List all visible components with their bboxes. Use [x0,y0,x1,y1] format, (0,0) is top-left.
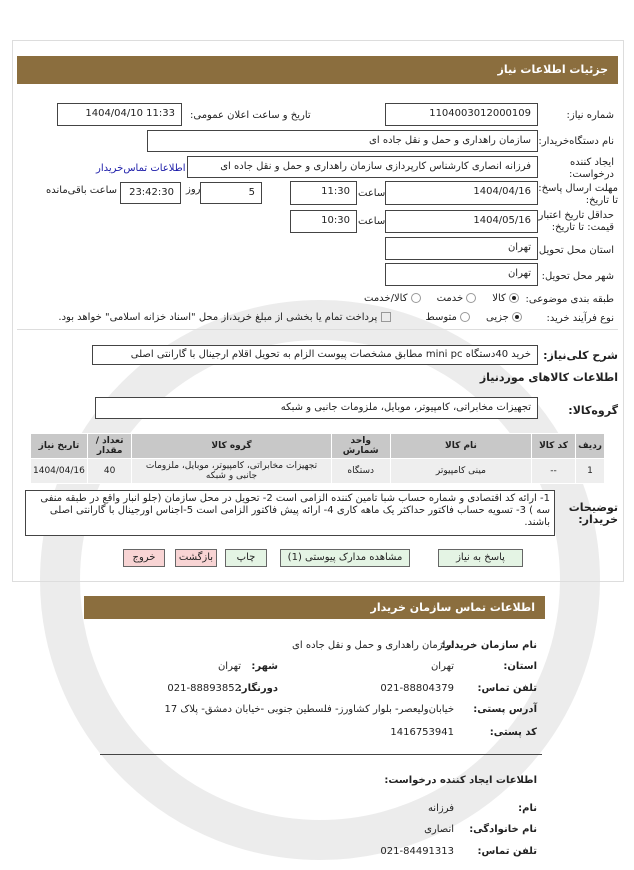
table-header-row: ردیف کد کالا نام کالا واحد شمارش گروه کا… [30,433,605,459]
address-label: آدرس پستی: [473,704,537,715]
category-radios: کالا خدمت کالا/خدمت [219,293,519,305]
category-both-label: کالا/خدمت [364,293,408,304]
city-label-2: شهر: [251,661,278,672]
days-label: روز [186,184,201,195]
payment-note: پرداخت تمام یا بخشی از مبلغ خرید،از محل … [58,312,378,323]
cell-group: تجهیزات مخابراتی، کامپیوتر، موبایل، ملزو… [131,458,332,484]
city-value-2: تهران [217,661,241,672]
cell-qty: 40 [86,458,133,484]
name-label: نام: [518,803,537,814]
announce-label: تاریخ و ساعت اعلان عمومی: [190,110,311,121]
phone-value: 021-88804379 [380,683,454,694]
contact-divider [100,754,542,755]
cell-name: مینی کامپیوتر [389,458,532,484]
family-value: انصاری [424,824,454,835]
announce-field: 1404/04/10 11:33 [57,103,182,126]
days-field: 5 [200,182,262,204]
process-medium-label: متوسط [425,312,457,323]
province-value-2: تهران [430,661,454,672]
category-label: طبقه بندی موضوعی: [525,294,614,305]
col-group: گروه کالا [131,433,332,459]
page-header: جزئیات اطلاعات نیاز [17,56,618,84]
description-label: شرح کلی‌نیاز: [543,349,618,362]
col-name: نام کالا [389,433,532,459]
deadline-date-field: 1404/04/16 [385,181,538,205]
details-panel [12,40,624,582]
print-button[interactable]: چاپ [225,549,267,567]
process-minor-radio[interactable] [512,312,522,322]
buyer-contact-link[interactable]: اطلاعات تماس‌خریدار [96,163,186,174]
cell-code: -- [530,458,577,484]
description-field: خرید 40دستگاه mini pc مطابق مشخصات پیوست… [92,345,538,365]
col-qty: تعداد / مقدار [86,433,133,459]
divider [17,329,618,330]
group-label: گروه‌کالا: [568,404,618,417]
need-number-field: 1104003012000109 [385,103,538,126]
process-label: نوع فرآیند خرید: [546,313,615,324]
province-label: استان محل تحویل: [535,245,614,256]
remaining-label: ساعت باقی‌مانده [46,185,118,196]
col-code: کد کالا [530,433,577,459]
name-value: فرزانه [427,803,454,814]
province-field: تهران [385,237,538,260]
need-number-label: شماره نیاز: [566,110,615,121]
category-goods-radio[interactable] [509,293,519,303]
deadline-label: مهلت ارسال پاسخ: تا تاریخ: [538,183,618,206]
category-service-label: خدمت [436,293,464,304]
cell-date: 1404/04/16 [30,458,88,484]
reply-button[interactable]: پاسخ به نیاز [438,549,523,567]
province-label-2: استان: [503,661,537,672]
validity-date-field: 1404/05/16 [385,210,538,233]
col-unit: واحد شمارش [330,433,391,459]
deadline-time-field: 11:30 [290,181,357,205]
creator-field: فرزانه انصاری کارشناس کارپردازی سازمان ر… [187,156,538,178]
attachments-button[interactable]: مشاهده مدارک پیوستی (1) [280,549,410,567]
contact-header: اطلاعات تماس سازمان خریدار [84,596,545,619]
category-both-radio[interactable] [410,293,421,303]
creator-info-title: اطلاعات ایجاد کننده درخواست: [384,775,537,786]
fax-label: دورنگار: [237,683,278,694]
creator-phone-value: 021-84491313 [380,846,454,857]
exit-button[interactable]: خروج [123,549,165,567]
goods-table: ردیف کد کالا نام کالا واحد شمارش گروه کا… [30,433,605,484]
validity-time-field: 10:30 [290,210,357,233]
process-medium-radio[interactable] [460,312,471,322]
buyer-label: نام دستگاه‌خریدار: [538,136,614,147]
back-button[interactable]: بازگشت [175,549,217,567]
goods-title: اطلاعات کالاهای موردنیاز [479,371,618,384]
cell-unit: دستگاه [330,458,391,484]
islamic-treasury-checkbox[interactable] [380,312,391,322]
category-service-radio[interactable] [466,293,477,303]
postal-label: کد پستی: [489,727,537,738]
phone-label: تلفن تماس: [477,683,537,694]
process-minor-label: جزیی [485,312,509,323]
notes-label: توضیحات خریدار: [568,501,618,526]
notes-field: 1- ارائه کد اقتصادی و شماره حساب شبا تام… [25,490,555,536]
city-label: شهر محل تحویل: [541,271,614,282]
validity-time-label: ساعت [358,216,386,227]
creator-phone-label: تلفن تماس: [477,846,537,857]
org-value: سازمان راهداری و حمل و نقل جاده ای [292,640,454,651]
validity-label: حداقل تاریخ اعتبار قیمت: تا تاریخ: [538,210,614,233]
cell-row: 1 [575,458,605,484]
fax-value: 021-88893852 [167,683,241,694]
category-goods-label: کالا [492,293,506,304]
process-radios: جزیی متوسط پرداخت تمام یا بخشی از مبلغ خ… [42,312,522,324]
col-date: تاریخ نیاز [30,433,88,459]
buyer-field: سازمان راهداری و حمل و نقل جاده ای [147,130,538,152]
creator-label: ایجاد کننده درخواست: [569,157,614,180]
city-field: تهران [385,263,538,286]
remaining-time-field: 23:42:30 [120,182,181,204]
group-field: تجهیزات مخابراتی، کامپیوتر، موبایل، ملزو… [95,397,538,419]
table-row: 1 -- مینی کامپیوتر دستگاه تجهیزات مخابرا… [30,458,605,484]
address-value: خیابان‌ولیعصر- بلوار کشاورز- فلسطین جنوب… [164,704,454,715]
deadline-time-label: ساعت [358,188,386,199]
family-label: نام خانوادگی: [469,824,537,835]
postal-value: 1416753941 [390,727,454,738]
org-label: نام سازمان خریدار: [441,640,537,651]
col-row: ردیف [575,433,605,459]
